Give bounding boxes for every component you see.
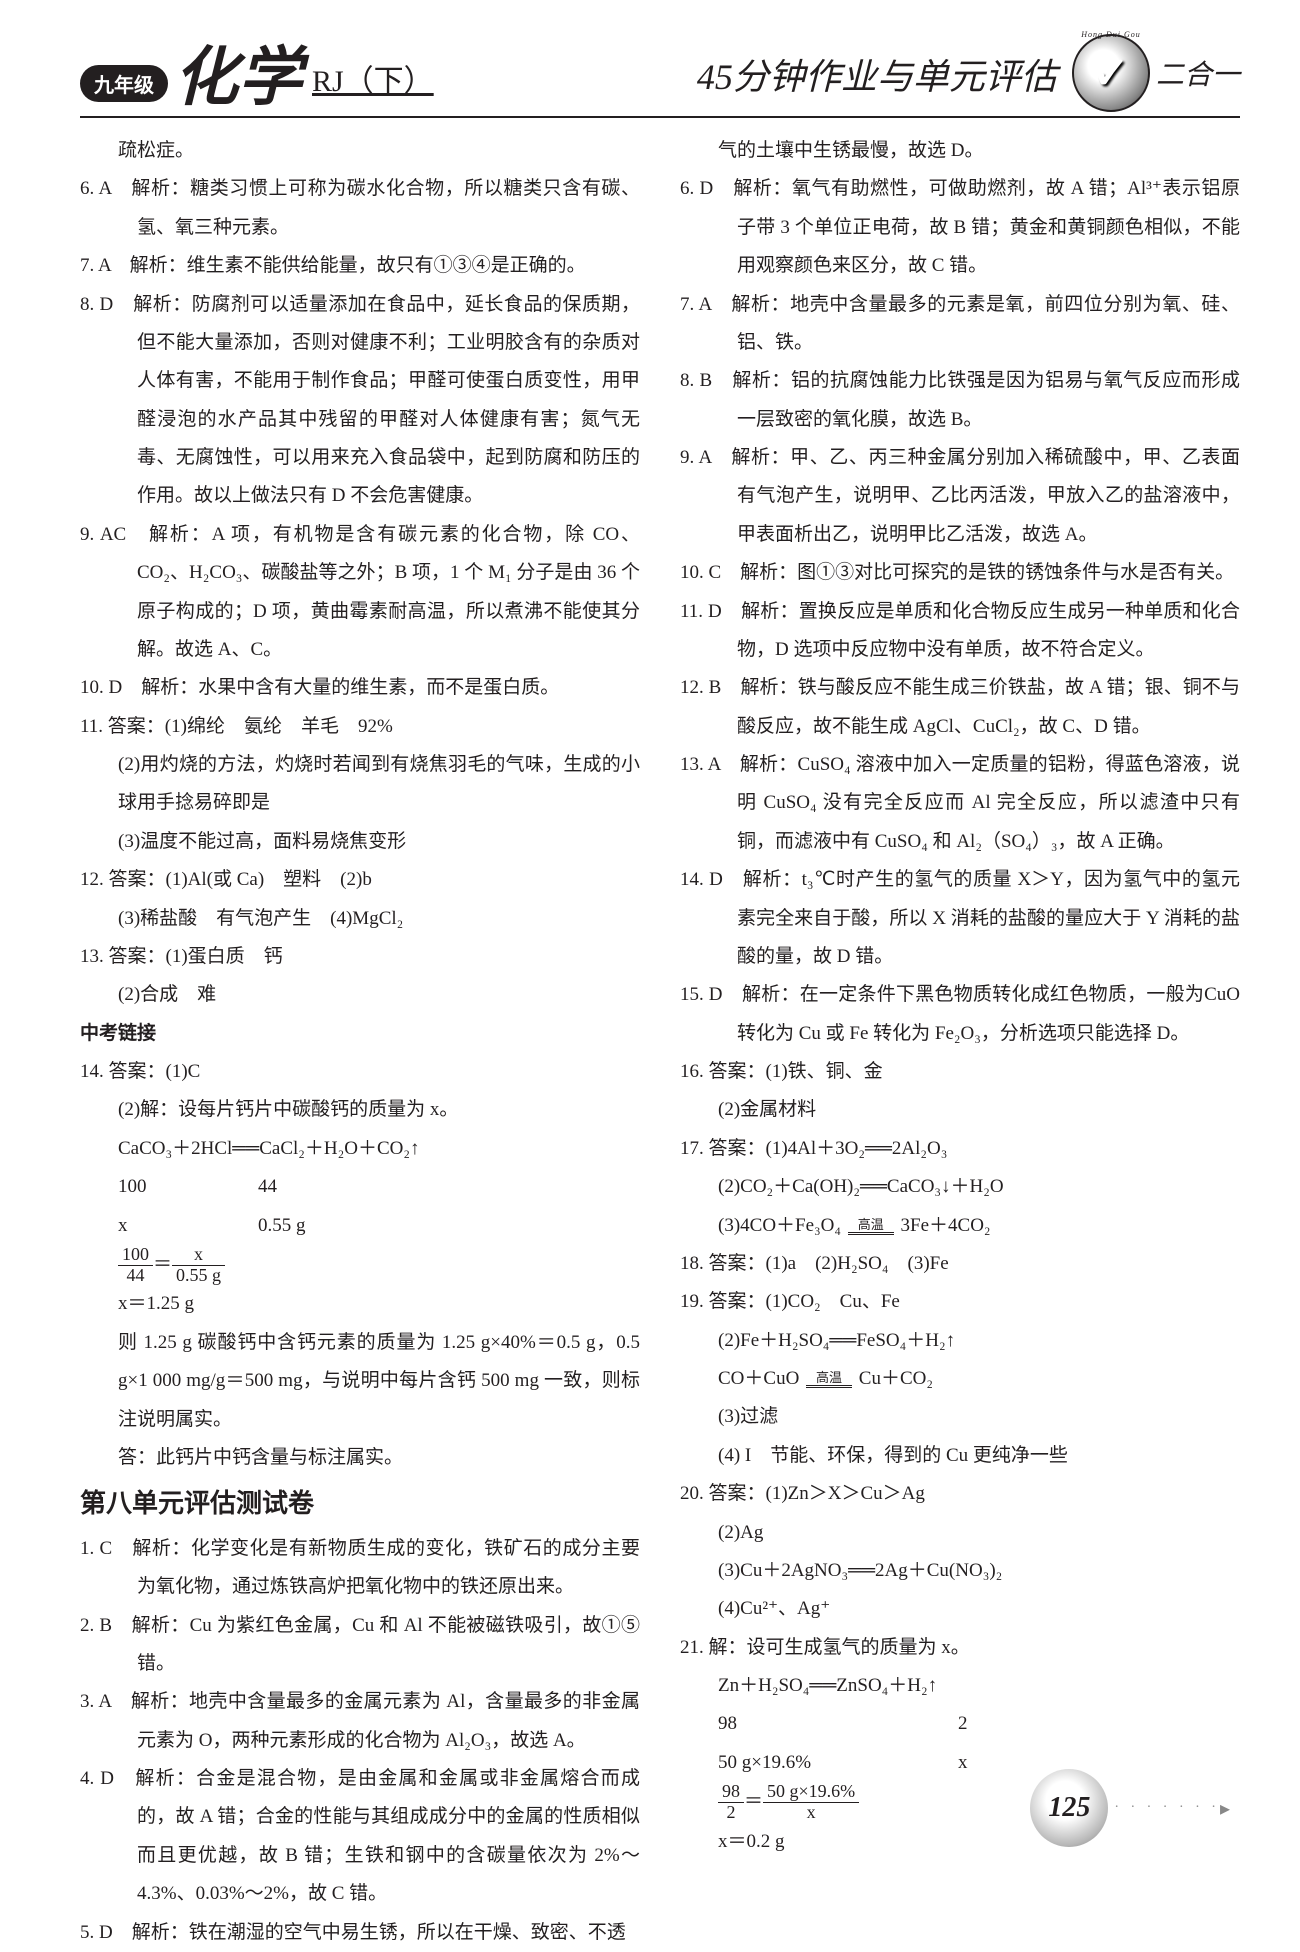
text-line: 21. 解：设可生成氢气的质量为 x。 — [680, 1629, 1240, 1667]
reaction-condition: 高温 — [848, 1218, 894, 1235]
text-line: 11. D 解析：置换反应是单质和化合物反应生成另一种单质和化合物，D 选项中反… — [680, 593, 1240, 670]
page-number-circle: 125 — [1030, 1769, 1108, 1847]
text-line: 则 1.25 g 碳酸钙中含钙元素的质量为 1.25 g×40%＝0.5 g，0… — [80, 1324, 640, 1439]
equation-line: (3)4CO＋Fe₃O₄ 高温 3Fe＋4CO₂ — [680, 1207, 1240, 1245]
text-line: (3)稀盐酸 有气泡产生 (4)MgCl₂ — [80, 900, 640, 938]
stoich-cell: x — [118, 1207, 218, 1245]
fraction: 50 g×19.6%x — [763, 1782, 859, 1823]
text-line: 14. D 解析：t₃℃时产生的氢气的质量 X＞Y，因为氢气中的氢元素完全来自于… — [680, 861, 1240, 976]
text-line: (4)Cu²⁺、Ag⁺ — [680, 1590, 1240, 1628]
text-line: (2)用灼烧的方法，灼烧时若闻到有烧焦羽毛的气味，生成的小球用手捻易碎即是 — [80, 746, 640, 823]
grade-tag: 九年级 — [80, 65, 168, 102]
stoich-cell: 98 — [718, 1705, 848, 1743]
page-number-wrap: 125 · · · · · · · ▸ — [1030, 1769, 1230, 1847]
section-heading: 中考链接 — [80, 1015, 640, 1053]
text-line: (2)Ag — [680, 1514, 1240, 1552]
text-line: 8. B 解析：铝的抗腐蚀能力比铁强是因为铝易与氧气反应而形成一层致密的氧化膜，… — [680, 362, 1240, 439]
text-line: 疏松症。 — [80, 132, 640, 170]
text-line: 答：此钙片中钙含量与标注属实。 — [80, 1439, 640, 1477]
text-line: (3)过滤 — [680, 1398, 1240, 1436]
text-line: 6. D 解析：氧气有助燃性，可做助燃剂，故 A 错；Al³⁺表示铝原子带 3 … — [680, 170, 1240, 285]
check-icon: ✓ — [1093, 48, 1130, 99]
edition-label: RJ（下） — [312, 56, 434, 100]
stoich-cell: 0.55 g — [218, 1207, 458, 1245]
text-line: 12. B 解析：铁与酸反应不能生成三价铁盐，故 A 错；银、铜不与酸反应，故不… — [680, 669, 1240, 746]
stoich-row: 98 2 — [680, 1705, 1240, 1743]
stoich-row: x 0.55 g — [80, 1207, 640, 1245]
text-line: 9. A 解析：甲、乙、丙三种金属分别加入稀硫酸中，甲、乙表面有气泡产生，说明甲… — [680, 439, 1240, 554]
fraction-equation: 10044 ＝ x0.55 g — [80, 1245, 640, 1286]
left-column: 疏松症。 6. A 解析：糖类习惯上可称为碳水化合物，所以糖类只含有碳、氢、氧三… — [80, 132, 640, 1952]
dots-decoration: · · · · · · · — [1114, 1800, 1220, 1816]
fraction: 10044 — [118, 1245, 153, 1286]
text-line: 19. 答案：(1)CO₂ Cu、Fe — [680, 1283, 1240, 1321]
combo-label: 二合一 — [1156, 53, 1240, 93]
text-line: (2)解：设每片钙片中碳酸钙的质量为 x。 — [80, 1091, 640, 1129]
equation-line: CO＋CuO 高温 Cu＋CO₂ — [680, 1360, 1240, 1398]
text-line: 18. 答案：(1)a (2)H₂SO₄ (3)Fe — [680, 1245, 1240, 1283]
logo-wrap: Hong Dui Gou ✓ 二合一 — [1072, 34, 1240, 112]
text-line: 10. C 解析：图①③对比可探究的是铁的锈蚀条件与水是否有关。 — [680, 554, 1240, 592]
reaction-condition: 高温 — [806, 1371, 852, 1388]
stoich-cell: 44 — [218, 1168, 458, 1206]
text-line: (3)Cu＋2AgNO₃══2Ag＋Cu(NO₃)₂ — [680, 1552, 1240, 1590]
text-line: 13. A 解析：CuSO₄ 溶液中加入一定质量的铝粉，得蓝色溶液，说明 CuS… — [680, 746, 1240, 861]
text-line: 11. 答案：(1)绵纶 氨纶 羊毛 92% — [80, 708, 640, 746]
stoich-cell: 50 g×19.6% — [718, 1744, 878, 1782]
text-line: 8. D 解析：防腐剂可以适量添加在食品中，延长食品的保质期，但不能大量添加，否… — [80, 286, 640, 516]
logo-top-text: Hong Dui Gou — [1074, 30, 1148, 39]
text-line: (3)温度不能过高，面料易烧焦变形 — [80, 823, 640, 861]
text-line: 16. 答案：(1)铁、铜、金 — [680, 1053, 1240, 1091]
text-line: 3. A 解析：地壳中含量最多的金属元素为 Al，含量最多的非金属元素为 O，两… — [80, 1683, 640, 1760]
page-number: 125 — [1048, 1792, 1090, 1824]
text-line: (2)合成 难 — [80, 976, 640, 1014]
text-line: 13. 答案：(1)蛋白质 钙 — [80, 938, 640, 976]
text-line: 14. 答案：(1)C — [80, 1053, 640, 1091]
fraction: x0.55 g — [172, 1245, 225, 1286]
equation-line: CaCO₃＋2HCl══CaCl₂＋H₂O＋CO₂↑ — [80, 1130, 640, 1168]
subject-title: 化学 — [174, 46, 302, 110]
text-line: 9. AC 解析：A 项，有机物是含有碳元素的化合物，除 CO、CO₂、H₂CO… — [80, 516, 640, 670]
stoich-row: 100 44 — [80, 1168, 640, 1206]
stoich-cell: 2 — [848, 1705, 1008, 1743]
text-line: 4. D 解析：合金是混合物，是由金属和金属或非金属熔合而成的，故 A 错；合金… — [80, 1760, 640, 1914]
text-line: (2)Fe＋H₂SO₄══FeSO₄＋H₂↑ — [680, 1322, 1240, 1360]
text-line: 20. 答案：(1)Zn＞X＞Cu＞Ag — [680, 1475, 1240, 1513]
unit-heading: 第八单元评估测试卷 — [80, 1477, 640, 1530]
text-line: 7. A 解析：地壳中含量最多的元素是氧，前四位分别为氧、硅、铝、铁。 — [680, 286, 1240, 363]
text-line: (4) I 节能、环保，得到的 Cu 更纯净一些 — [680, 1437, 1240, 1475]
text-line: (2)CO₂＋Ca(OH)₂══CaCO₃↓＋H₂O — [680, 1168, 1240, 1206]
right-column: 气的土壤中生锈最慢，故选 D。 6. D 解析：氧气有助燃性，可做助燃剂，故 A… — [680, 132, 1240, 1952]
text-line: 气的土壤中生锈最慢，故选 D。 — [680, 132, 1240, 170]
equation-line: Zn＋H₂SO₄══ZnSO₄＋H₂↑ — [680, 1667, 1240, 1705]
stoich-cell: x — [878, 1744, 998, 1782]
text-line: x＝1.25 g — [80, 1285, 640, 1323]
logo-circle: Hong Dui Gou ✓ — [1072, 34, 1150, 112]
page-header: 九年级 化学 RJ（下） 45分钟作业与单元评估 Hong Dui Gou ✓ … — [80, 30, 1240, 118]
text-line: 15. D 解析：在一定条件下黑色物质转化成红色物质，一般为CuO 转化为 Cu… — [680, 976, 1240, 1053]
text-line: (2)金属材料 — [680, 1091, 1240, 1129]
text-line: 7. A 解析：维生素不能供给能量，故只有①③④是正确的。 — [80, 247, 640, 285]
text-line: 5. D 解析：铁在潮湿的空气中易生锈，所以在干燥、致密、不透 — [80, 1914, 640, 1952]
text-line: 17. 答案：(1)4Al＋3O₂══2Al₂O₃ — [680, 1130, 1240, 1168]
text-line: 6. A 解析：糖类习惯上可称为碳水化合物，所以糖类只含有碳、氢、氧三种元素。 — [80, 170, 640, 247]
arrow-icon: ▸ — [1220, 1796, 1230, 1821]
content-columns: 疏松症。 6. A 解析：糖类习惯上可称为碳水化合物，所以糖类只含有碳、氢、氧三… — [80, 132, 1240, 1952]
text-line: 10. D 解析：水果中含有大量的维生素，而不是蛋白质。 — [80, 669, 640, 707]
stoich-cell: 100 — [118, 1168, 218, 1206]
text-line: 12. 答案：(1)Al(或 Ca) 塑料 (2)b — [80, 861, 640, 899]
text-line: 2. B 解析：Cu 为紫红色金属，Cu 和 Al 不能被磁铁吸引，故①⑤错。 — [80, 1607, 640, 1684]
text-line: 1. C 解析：化学变化是有新物质生成的变化，铁矿石的成分主要为氧化物，通过炼铁… — [80, 1530, 640, 1607]
fraction: 982 — [718, 1782, 744, 1823]
